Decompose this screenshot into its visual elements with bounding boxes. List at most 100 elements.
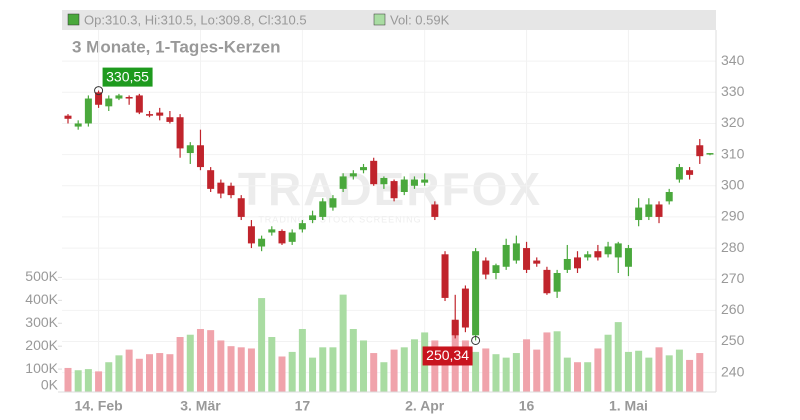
volume-bar <box>655 347 663 392</box>
y2-tick-label: 400K <box>25 291 58 307</box>
volume-bar <box>196 328 204 392</box>
candle-body <box>349 173 357 177</box>
candle-body <box>115 95 123 99</box>
volume-bar <box>125 349 133 392</box>
candle-body <box>64 115 72 119</box>
volume-bar <box>380 362 388 392</box>
volume-bar <box>645 357 653 392</box>
candle-body <box>288 232 296 242</box>
x-tick-label: 17 <box>295 398 311 414</box>
volume-bar <box>624 351 632 392</box>
volume-bar <box>298 328 306 392</box>
candle-body <box>523 248 531 270</box>
volume-bar <box>390 349 398 392</box>
candle-body <box>380 177 388 185</box>
watermark: TRADERFOX <box>238 163 542 215</box>
volume-bar <box>502 357 510 392</box>
y-tick-label: 340 <box>721 52 745 68</box>
candle-body <box>482 260 490 275</box>
ohlc-text: Op:310.3, Hi:310.5, Lo:309.8, Cl:310.5 <box>84 12 307 27</box>
x-tick-label: 16 <box>519 398 535 414</box>
volume-bar <box>553 331 561 392</box>
candle-body <box>217 182 225 194</box>
volume-bar <box>207 330 215 392</box>
volume-bar <box>227 346 235 392</box>
volume-bar <box>268 337 276 392</box>
volume-bar <box>258 298 266 392</box>
candle-body <box>95 92 103 105</box>
y-tick-label: 240 <box>721 363 745 379</box>
candle-body <box>655 204 663 217</box>
candle-body <box>624 248 632 267</box>
candle-body <box>176 117 184 149</box>
volume-bar <box>360 340 368 392</box>
volume-bar <box>95 371 103 392</box>
candle-body <box>166 117 174 122</box>
y-tick-label: 310 <box>721 145 745 161</box>
y-tick-label: 280 <box>721 239 745 255</box>
candle-body <box>390 181 398 199</box>
candle-body <box>441 254 449 298</box>
y-tick-label: 330 <box>721 83 745 99</box>
candle-body <box>207 170 215 189</box>
candle-body <box>686 170 694 175</box>
y2-tick-label: 300K <box>25 314 58 330</box>
volume-swatch <box>373 13 386 26</box>
y-tick-label: 320 <box>721 114 745 130</box>
extreme-marker <box>94 86 104 96</box>
volume-bar <box>523 339 531 392</box>
volume-bar <box>431 340 439 392</box>
volume-bar <box>675 349 683 392</box>
volume-bar <box>176 337 184 392</box>
volume-bar <box>512 353 520 392</box>
volume-bar <box>339 294 347 392</box>
candle-body <box>370 160 378 185</box>
volume-bar <box>135 358 143 392</box>
candle-body <box>247 226 255 244</box>
volume-bar <box>441 354 449 392</box>
volume-bar <box>686 359 694 392</box>
candle-body <box>156 112 164 116</box>
candle-body <box>84 98 92 124</box>
candle-body <box>135 95 143 113</box>
candle-body <box>431 204 439 217</box>
volume-bar <box>370 353 378 392</box>
y-tick-label: 270 <box>721 270 745 286</box>
volume-bar <box>84 369 92 392</box>
candle-body <box>258 238 266 247</box>
candle-body <box>574 257 581 269</box>
candle-body <box>105 98 113 107</box>
candle-body <box>360 167 368 171</box>
candle-body <box>665 191 673 202</box>
candle-body <box>604 246 612 255</box>
candle-body <box>451 319 459 336</box>
annotation-label: 330,55 <box>106 68 149 84</box>
volume-bar <box>237 347 245 392</box>
candle-body <box>268 229 276 233</box>
ohlc-swatch <box>67 13 80 26</box>
candle-body <box>410 179 418 186</box>
volume-text: Vol: 0.59K <box>390 12 450 27</box>
volume-bar <box>635 350 643 392</box>
candle-body <box>319 201 327 217</box>
volume-bar <box>543 332 551 392</box>
candle-body <box>594 251 602 258</box>
candle-body <box>533 260 541 264</box>
candle-body <box>512 243 520 261</box>
volume-bar <box>614 322 622 392</box>
volume-bar <box>533 349 541 392</box>
candle-body <box>614 243 622 258</box>
candle-body <box>706 153 714 155</box>
volume-bar <box>166 354 174 392</box>
volume-bar <box>105 362 113 392</box>
subtitle: 3 Monate, 1-Tages-Kerzen <box>72 37 280 56</box>
candle-body <box>146 114 154 116</box>
volume-bar <box>247 348 255 392</box>
candle-body <box>461 288 469 328</box>
volume-bar <box>584 362 592 392</box>
y2-tick-label: 0K <box>41 377 59 393</box>
volume-bar <box>319 347 327 392</box>
candle-body <box>237 198 245 217</box>
candle-body <box>553 272 561 292</box>
price-layer: 330,55 250,34 <box>64 67 714 366</box>
